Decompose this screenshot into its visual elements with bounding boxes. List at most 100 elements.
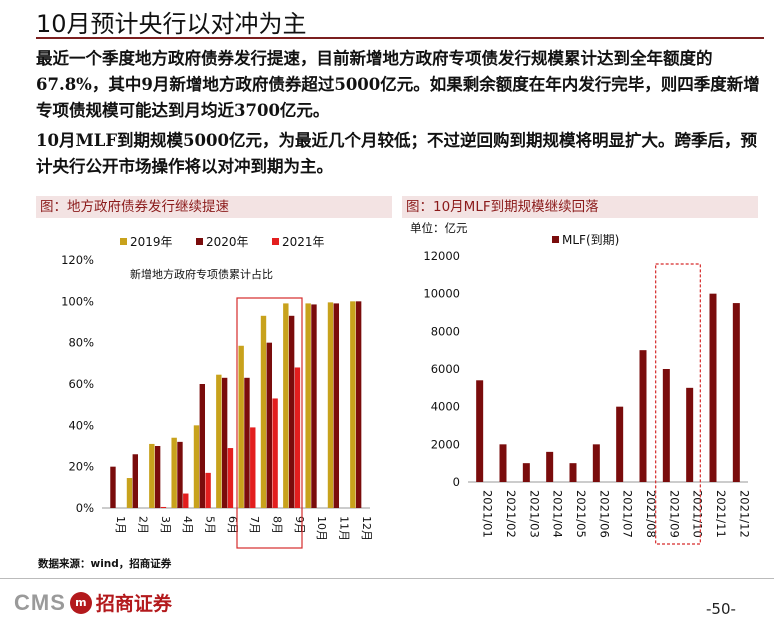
- bar-MLF(到期)-2021/11: [709, 293, 717, 482]
- bar-2021年-7月: [250, 427, 256, 508]
- bar-2021年-8月: [272, 398, 278, 508]
- right-chart: 0 2000 4000 6000 8000 10000 12000 2021/01 2021/0…: [410, 221, 751, 545]
- y-tick-label: 0: [453, 475, 460, 489]
- bar-MLF(到期)-2021/02: [499, 444, 507, 482]
- bar-2020年-6月: [221, 377, 228, 508]
- x-tick-label: 2021/10: [691, 490, 705, 538]
- bar-2020年-2月: [132, 454, 139, 508]
- bar-2021年-4月: [183, 493, 189, 508]
- x-tick-label: 7月: [248, 516, 261, 534]
- bar-2020年-11月: [333, 303, 340, 508]
- y-tick-label: 12000: [423, 249, 460, 263]
- left-chart: 0% 20% 40% 60% 80% 100% 120% 1月 2月 3月 4月 5月 6月 7月 8月 9月…: [61, 235, 373, 549]
- x-tick-label: 2021/06: [597, 490, 611, 538]
- x-tick-label: 8月: [271, 516, 284, 534]
- bar-2020年-8月: [266, 342, 273, 508]
- bar-2019年-2月: [126, 478, 133, 508]
- x-tick-label: 9月: [293, 516, 306, 534]
- legend-label: 2021年: [282, 235, 325, 249]
- bar-2019年-11月: [327, 302, 334, 508]
- y-tick-label: 100%: [61, 294, 94, 308]
- bar-MLF(到期)-2021/12: [732, 303, 740, 482]
- bar-2020年-1月: [110, 466, 116, 508]
- y-tick-label: 120%: [61, 253, 94, 267]
- x-tick-label: 2021/11: [714, 490, 728, 538]
- legend-swatch: [196, 238, 203, 245]
- x-tick-label: 4月: [181, 516, 194, 534]
- left-chart-title: 图：地方政府债券发行继续提速: [36, 196, 392, 218]
- bar-2020年-9月: [288, 315, 295, 508]
- bar-2019年-3月: [149, 443, 155, 508]
- bar-2019年-5月: [193, 425, 200, 508]
- legend-swatch: [552, 236, 559, 243]
- logo-mark-glyph: m: [75, 596, 87, 609]
- legend-swatch: [272, 238, 279, 245]
- y-tick-label: 0%: [76, 501, 94, 515]
- y-tick-label: 8000: [431, 324, 460, 338]
- bar-2019年-4月: [171, 437, 177, 508]
- x-tick-label: 2021/08: [644, 490, 658, 538]
- bar-MLF(到期)-2021/08: [639, 350, 647, 482]
- x-tick-label: 2021/03: [527, 490, 541, 538]
- highlight-box: [655, 263, 701, 545]
- bar-2020年-7月: [244, 377, 250, 508]
- right-chart-panel: 图：10月MLF到期规模继续回落 0 2000 4000 6000 8000 10000 1…: [402, 196, 758, 552]
- logo-chinese: 招商证券: [95, 593, 172, 615]
- bar-2021年-6月: [227, 448, 234, 508]
- bar-2021年-9月: [294, 367, 301, 508]
- legend-swatch: [120, 238, 127, 245]
- y-tick-label: 60%: [68, 377, 94, 391]
- y-tick-label: 40%: [68, 418, 94, 432]
- y-tick-label: 10000: [423, 287, 460, 301]
- x-tick-label: 2021/02: [504, 490, 518, 538]
- cms-logo: CMS m 招商证券: [14, 589, 172, 616]
- bar-2019年-8月: [260, 315, 267, 508]
- left-chart-panel: 图：地方政府债券发行继续提速 0% 20% 40% 60% 80% 100% 120% 1月 2…: [36, 196, 392, 552]
- right-chart-title: 图：10月MLF到期规模继续回落: [402, 196, 758, 218]
- bar-2021年-3月: [160, 506, 167, 508]
- bar-MLF(到期)-2021/04: [546, 451, 554, 482]
- bar-2020年-4月: [177, 441, 183, 508]
- y-tick-label: 80%: [68, 336, 94, 350]
- x-tick-label: 2021/09: [667, 490, 681, 538]
- title-divider: [36, 37, 764, 39]
- bar-2019年-7月: [238, 345, 244, 508]
- bar-2020年-12月: [355, 301, 362, 508]
- page-title: 10月预计央行以对冲为主: [36, 10, 307, 38]
- x-tick-label: 2021/04: [551, 490, 565, 538]
- page-number: -50-: [706, 600, 736, 618]
- data-source: 数据来源：wind，招商证券: [38, 558, 172, 570]
- x-tick-label: 1月: [114, 516, 127, 534]
- body-text: 最近一个季度地方政府债券发行提速，目前新增地方政府专项债发行规模累计达到全年额度…: [36, 46, 768, 184]
- legend-label: 2019年: [130, 235, 173, 249]
- bar-MLF(到期)-2021/06: [592, 444, 600, 482]
- bar-MLF(到期)-2021/09: [662, 369, 670, 482]
- bar-2020年-10月: [311, 304, 317, 508]
- x-tick-label: 11月: [338, 516, 351, 541]
- bar-2021年-5月: [205, 472, 211, 508]
- bar-MLF(到期)-2021/10: [686, 387, 694, 482]
- x-tick-label: 6月: [226, 516, 239, 534]
- y-tick-label: 20%: [68, 460, 94, 474]
- y-tick-label: 6000: [431, 362, 460, 376]
- bar-2019年-10月: [305, 303, 311, 508]
- paragraph-1: 最近一个季度地方政府债券发行提速，目前新增地方政府专项债发行规模累计达到全年额度…: [36, 49, 760, 120]
- bar-MLF(到期)-2021/05: [569, 463, 577, 482]
- x-tick-label: 2021/01: [481, 490, 495, 538]
- x-tick-label: 2021/07: [621, 490, 635, 538]
- x-tick-label: 2021/05: [574, 490, 588, 538]
- x-tick-label: 2月: [137, 516, 150, 534]
- paragraph-2: 10月MLF到期规模5000亿元，为最近几个月较低；不过逆回购到期规模将明显扩大…: [36, 131, 757, 176]
- logo-mark-icon: m: [69, 591, 92, 614]
- x-tick-label: 5月: [204, 516, 217, 534]
- x-tick-label: 2021/12: [737, 490, 751, 538]
- bar-MLF(到期)-2021/03: [522, 463, 530, 482]
- legend-label: 2020年: [206, 235, 249, 249]
- legend-label: MLF(到期): [562, 233, 619, 247]
- bar-MLF(到期)-2021/07: [616, 406, 624, 482]
- bar-2019年-9月: [283, 303, 289, 508]
- bar-2020年-3月: [154, 446, 161, 508]
- x-tick-label: 12月: [360, 516, 373, 541]
- bar-2019年-12月: [350, 301, 356, 508]
- y-tick-label: 2000: [431, 437, 460, 451]
